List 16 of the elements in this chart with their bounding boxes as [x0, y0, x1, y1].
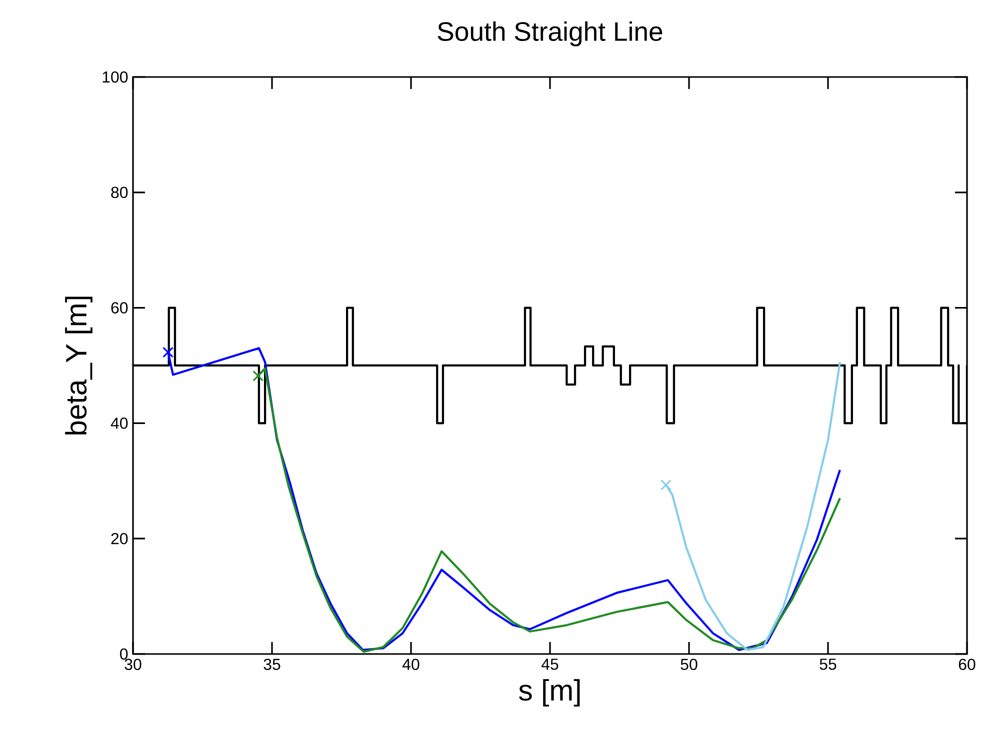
y-tick-label: 0 — [120, 648, 128, 660]
x-tick-label: 55 — [820, 658, 836, 670]
x-tick-label: 50 — [680, 658, 698, 670]
y-tick-label: 20 — [111, 532, 128, 544]
chart-title: South Straight Line — [438, 21, 662, 46]
y-tick-label: 40 — [110, 418, 128, 429]
y-tick-label: 60 — [111, 302, 128, 314]
x-tick-label: 45 — [541, 658, 558, 670]
y-tick-label: 80 — [111, 186, 128, 198]
x-tick-label: 30 — [124, 658, 142, 670]
y-tick-label: 100 — [102, 71, 128, 83]
x-tick-label: 60 — [958, 658, 976, 670]
x-tick-label: 35 — [264, 658, 280, 670]
x-axis-title: s [m] — [519, 679, 580, 707]
y-axis-title: beta_Y [m] — [65, 296, 92, 435]
x-tick-label: 40 — [402, 658, 420, 670]
